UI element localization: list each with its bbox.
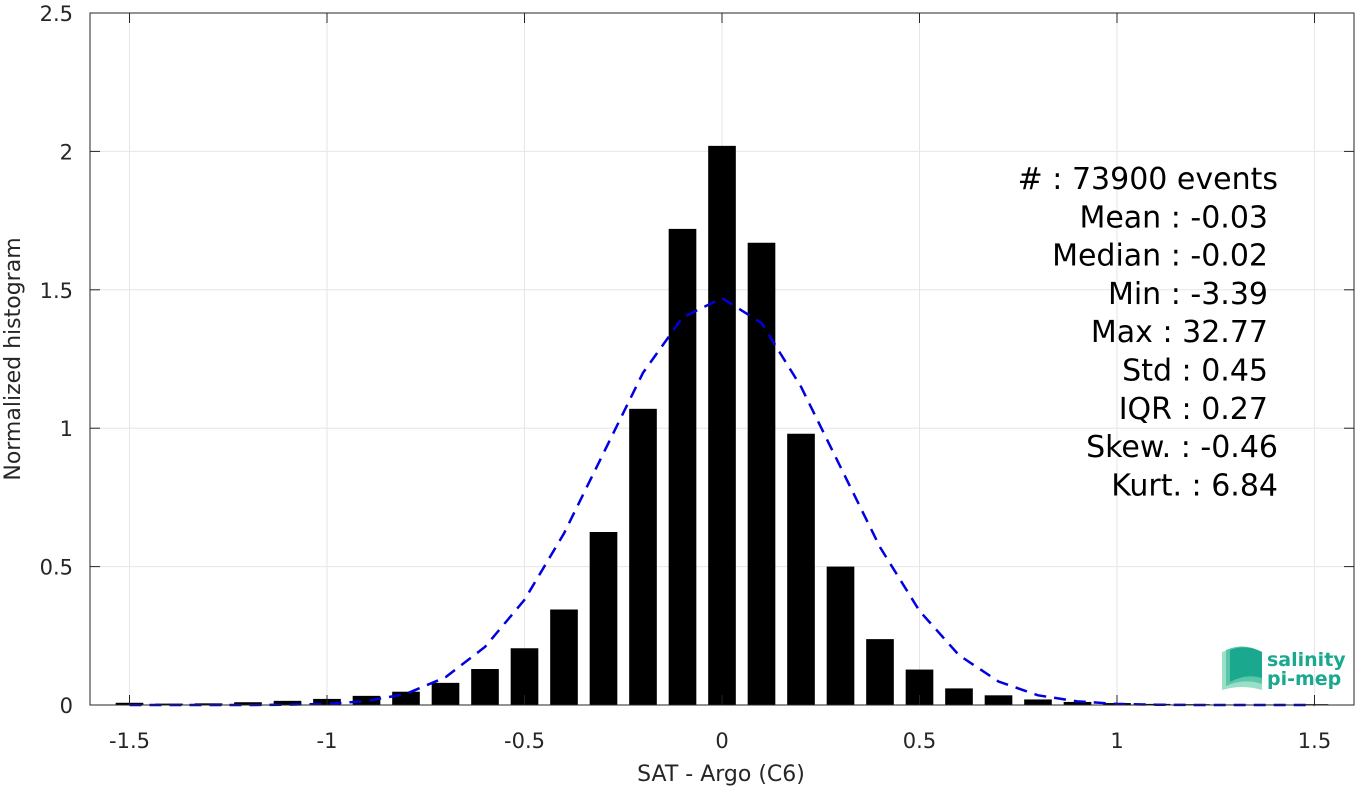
- stat-line: Min : -3.39: [1108, 277, 1268, 312]
- logo-wave-icon: [1222, 646, 1262, 690]
- histogram-bar: [194, 703, 223, 705]
- histogram-bar: [1063, 701, 1092, 705]
- x-tick-label: 0: [715, 729, 728, 753]
- histogram-bar: [392, 691, 420, 705]
- histogram-bar: [1024, 699, 1052, 705]
- stat-line: Kurt. : 6.84: [1111, 468, 1278, 503]
- y-tick-label: 2.5: [40, 2, 73, 26]
- histogram-bar: [471, 669, 499, 705]
- y-tick-label: 0: [60, 694, 73, 718]
- y-tick-label: 2: [60, 140, 73, 164]
- histogram-bar: [273, 700, 302, 705]
- logo-line1: salinity: [1267, 649, 1346, 671]
- histogram-bar: [431, 682, 460, 705]
- histogram-bar: [629, 408, 657, 705]
- histogram-bar: [787, 433, 815, 705]
- y-tick-label: 0.5: [40, 556, 73, 580]
- y-tick-label: 1: [60, 417, 73, 441]
- histogram-bar: [589, 532, 618, 705]
- x-axis-ticks: -1.5 -1 -0.5 0 0.5 1 1.5: [109, 13, 1331, 753]
- stat-line: Std : 0.45: [1122, 354, 1268, 389]
- histogram-bar: [155, 703, 183, 705]
- histogram-bar: [234, 702, 262, 705]
- stat-line: Skew. : -0.46: [1086, 430, 1278, 465]
- histogram-bar: [945, 688, 973, 705]
- histogram-bar: [668, 228, 697, 706]
- x-axis-label: SAT - Argo (C6): [637, 762, 805, 787]
- histogram-bar: [550, 609, 578, 705]
- x-tick-label: -1.5: [109, 729, 150, 753]
- x-tick-label: 1.5: [1298, 729, 1331, 753]
- stat-line: Mean : -0.03: [1079, 200, 1268, 235]
- logo-line2: pi-mep: [1267, 668, 1341, 690]
- x-tick-label: 0.5: [903, 729, 936, 753]
- stat-line: IQR : 0.27: [1119, 392, 1268, 427]
- histogram-bar: [352, 695, 381, 705]
- x-tick-label: 1: [1110, 729, 1123, 753]
- histogram-bars: [115, 145, 1329, 706]
- salinity-pi-mep-logo: salinity pi-mep: [1222, 646, 1346, 690]
- y-axis-ticks: 0 0.5 1 1.5 2 2.5: [40, 2, 1354, 718]
- y-tick-label: 1.5: [40, 279, 73, 303]
- histogram-bar: [747, 242, 776, 705]
- histogram-bar: [866, 639, 894, 705]
- x-tick-label: -1: [317, 729, 338, 753]
- y-axis-label: Normalized histogram: [1, 237, 26, 480]
- histogram-bar: [984, 695, 1013, 705]
- x-tick-label: -0.5: [504, 729, 545, 753]
- stat-line: # : 73900 events: [1018, 162, 1278, 197]
- histogram-bar: [708, 145, 736, 705]
- stat-line: Max : 32.77: [1091, 315, 1268, 350]
- histogram-bar: [826, 566, 855, 705]
- stat-line: Median : -0.02: [1052, 239, 1268, 274]
